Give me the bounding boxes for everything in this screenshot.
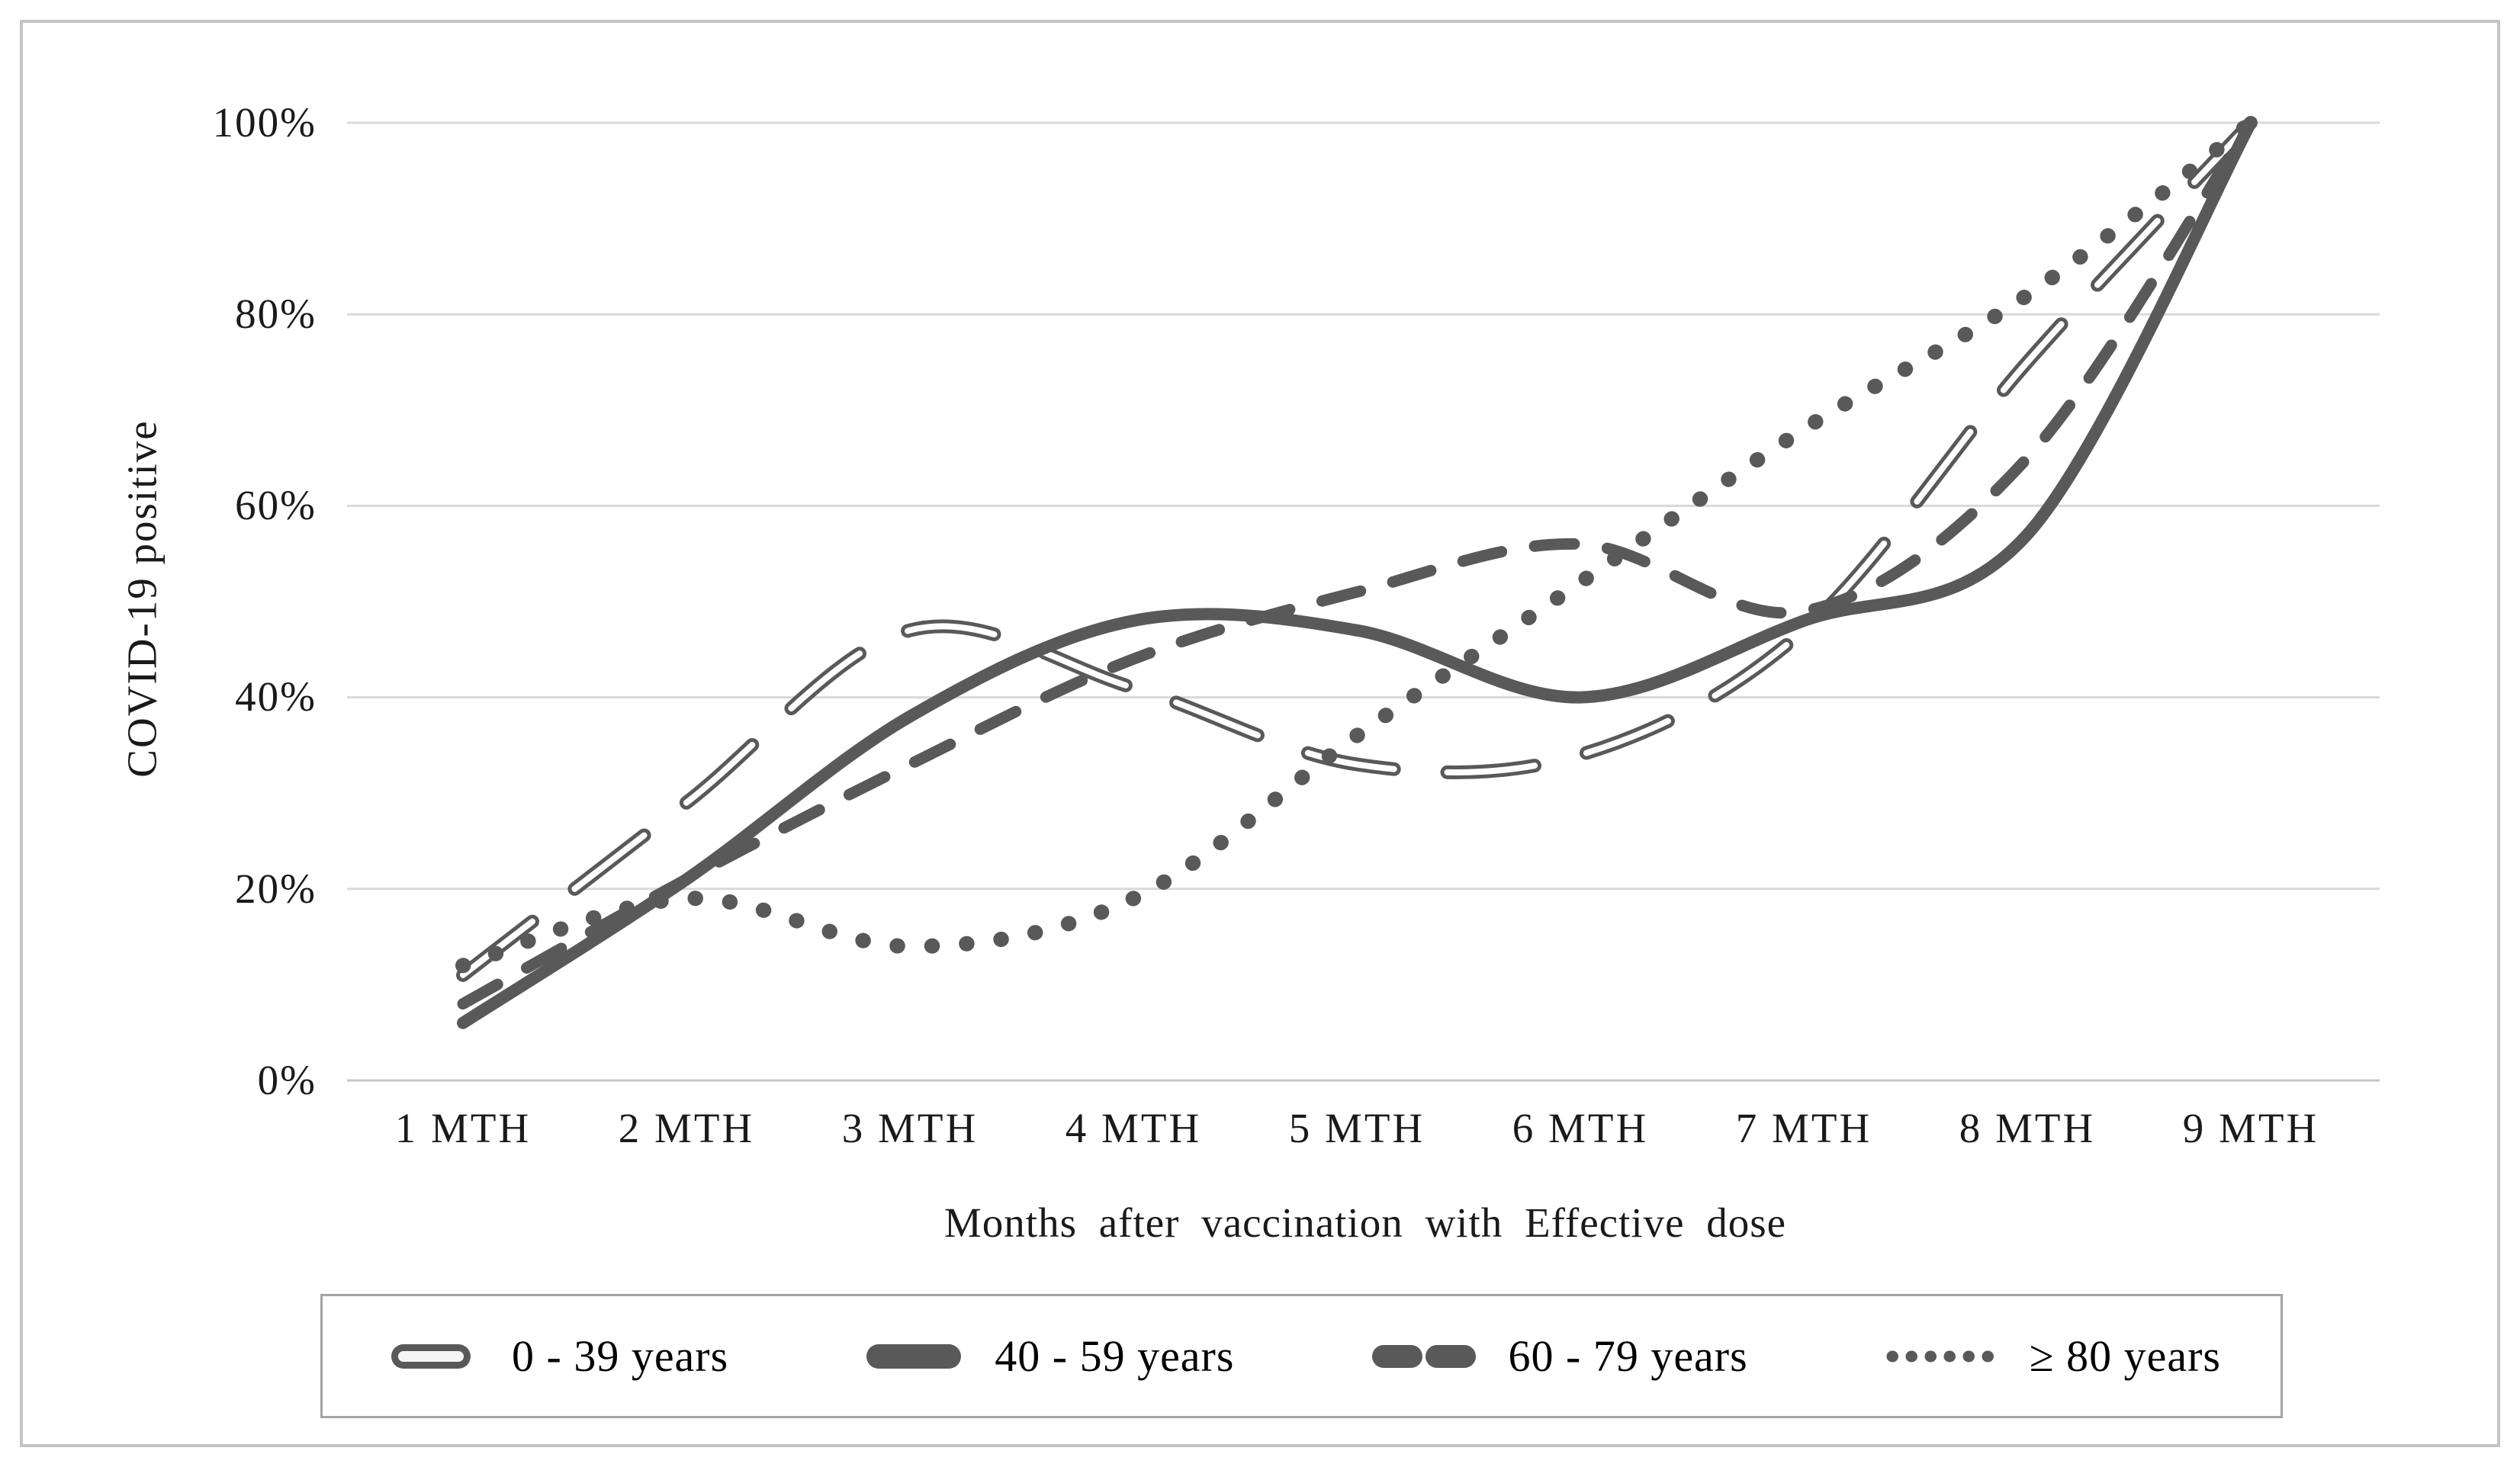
chart-legend: 0 - 39 years 40 - 59 years 60 - 79 years… xyxy=(320,1294,2283,1418)
x-tick-2mth: 2 MTH xyxy=(618,1105,755,1151)
x-tick-1mth: 1 MTH xyxy=(394,1105,532,1151)
legend-item-60-79: 60 - 79 years xyxy=(1371,1331,1748,1382)
y-tick-60: 60% xyxy=(235,482,317,528)
y-tick-20: 20% xyxy=(235,865,317,912)
legend-item-80plus: ≥ 80 years xyxy=(1885,1331,2221,1382)
y-tick-40: 40% xyxy=(235,673,317,720)
x-tick-3mth: 3 MTH xyxy=(841,1105,979,1151)
x-tick-6mth: 6 MTH xyxy=(1512,1105,1649,1151)
x-tick-8mth: 8 MTH xyxy=(1959,1105,2096,1151)
y-tick-0: 0% xyxy=(257,1057,317,1103)
series-line-0-39-years-core xyxy=(460,120,2254,978)
legend-label: ≥ 80 years xyxy=(2029,1331,2221,1381)
series-line-60-79-years xyxy=(457,117,2257,1010)
long-dash-outline-marker-icon xyxy=(391,1343,471,1369)
x-tick-9mth: 9 MTH xyxy=(2182,1105,2319,1151)
legend-label: 40 - 59 years xyxy=(995,1331,1235,1381)
x-axis-title: Months after vaccination with Effective … xyxy=(943,1199,1787,1246)
y-axis-title: COVID-19 positive xyxy=(118,419,166,778)
legend-item-0-39: 0 - 39 years xyxy=(382,1331,728,1382)
series-line-80-years xyxy=(455,115,2258,974)
series-line-40-59-years xyxy=(457,117,2257,1029)
y-tick-100: 100% xyxy=(212,99,317,146)
dashed-line-marker-icon xyxy=(1371,1344,1476,1368)
solid-line-marker-icon xyxy=(866,1343,962,1369)
dotted-line-marker-icon xyxy=(1886,1350,1998,1362)
legend-label: 0 - 39 years xyxy=(512,1331,729,1381)
x-tick-4mth: 4 MTH xyxy=(1065,1105,1202,1151)
legend-label: 60 - 79 years xyxy=(1508,1331,1748,1381)
legend-item-40-59: 40 - 59 years xyxy=(865,1331,1234,1382)
y-tick-80: 80% xyxy=(235,291,317,337)
x-tick-7mth: 7 MTH xyxy=(1735,1105,1872,1151)
x-tick-5mth: 5 MTH xyxy=(1288,1105,1426,1151)
